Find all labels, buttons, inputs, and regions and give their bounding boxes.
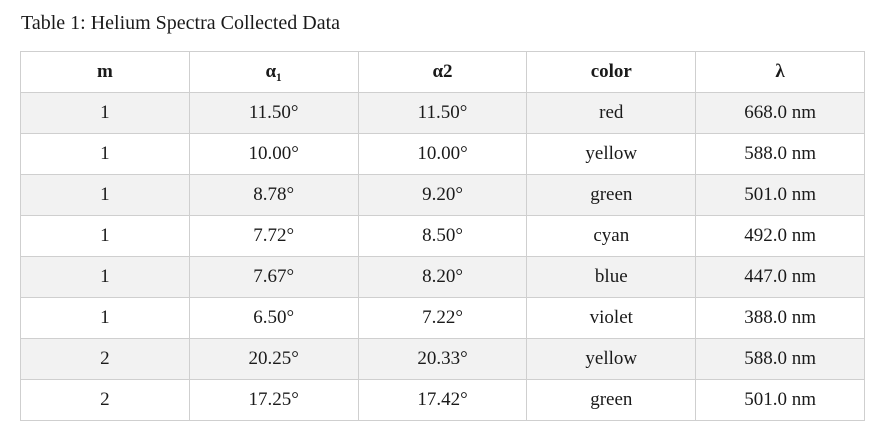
column-header-alpha1: α₁ [188,51,359,93]
table-header-row: m α₁ α2 color λ [20,51,865,93]
cell-lambda: 588.0 nm [695,338,865,380]
cell-lambda: 668.0 nm [695,92,865,134]
cell-m: 1 [20,133,190,175]
cell-m: 2 [20,338,190,380]
cell-m: 1 [20,92,190,134]
table-row: 1 7.67° 8.20° blue 447.0 nm [20,256,865,298]
cell-m: 1 [20,174,190,216]
cell-alpha2: 17.42° [357,379,528,421]
cell-lambda: 588.0 nm [695,133,865,175]
cell-lambda: 501.0 nm [695,379,865,421]
cell-color: red [526,92,697,134]
column-header-m: m [20,51,190,93]
cell-lambda: 501.0 nm [695,174,865,216]
cell-alpha1: 7.72° [188,215,359,257]
table-row: 2 20.25° 20.33° yellow 588.0 nm [20,338,865,380]
column-header-color: color [526,51,697,93]
cell-color: yellow [526,338,697,380]
cell-color: cyan [526,215,697,257]
cell-alpha2: 10.00° [357,133,528,175]
column-header-lambda: λ [695,51,865,93]
cell-alpha2: 8.50° [357,215,528,257]
cell-color: yellow [526,133,697,175]
cell-alpha1: 11.50° [188,92,359,134]
table-row: 1 7.72° 8.50° cyan 492.0 nm [20,215,865,257]
cell-alpha2: 7.22° [357,297,528,339]
cell-lambda: 447.0 nm [695,256,865,298]
column-header-alpha2: α2 [357,51,528,93]
table-row: 1 11.50° 11.50° red 668.0 nm [20,92,865,134]
cell-alpha1: 10.00° [188,133,359,175]
cell-color: green [526,174,697,216]
table-row: 1 6.50° 7.22° violet 388.0 nm [20,297,865,339]
cell-alpha1: 6.50° [188,297,359,339]
cell-alpha2: 11.50° [357,92,528,134]
helium-spectra-table: m α₁ α2 color λ 1 11.50° 11.50° red 668.… [20,51,865,421]
cell-color: green [526,379,697,421]
cell-alpha1: 8.78° [188,174,359,216]
cell-lambda: 492.0 nm [695,215,865,257]
cell-alpha2: 20.33° [357,338,528,380]
cell-color: violet [526,297,697,339]
cell-m: 1 [20,256,190,298]
table-row: 2 17.25° 17.42° green 501.0 nm [20,379,865,421]
cell-alpha2: 9.20° [357,174,528,216]
cell-m: 2 [20,379,190,421]
cell-alpha1: 7.67° [188,256,359,298]
table-caption: Table 1: Helium Spectra Collected Data [21,12,341,34]
cell-alpha1: 17.25° [188,379,359,421]
cell-alpha2: 8.20° [357,256,528,298]
table-row: 1 10.00° 10.00° yellow 588.0 nm [20,133,865,175]
cell-m: 1 [20,297,190,339]
cell-color: blue [526,256,697,298]
cell-alpha1: 20.25° [188,338,359,380]
table-row: 1 8.78° 9.20° green 501.0 nm [20,174,865,216]
cell-lambda: 388.0 nm [695,297,865,339]
cell-m: 1 [20,215,190,257]
